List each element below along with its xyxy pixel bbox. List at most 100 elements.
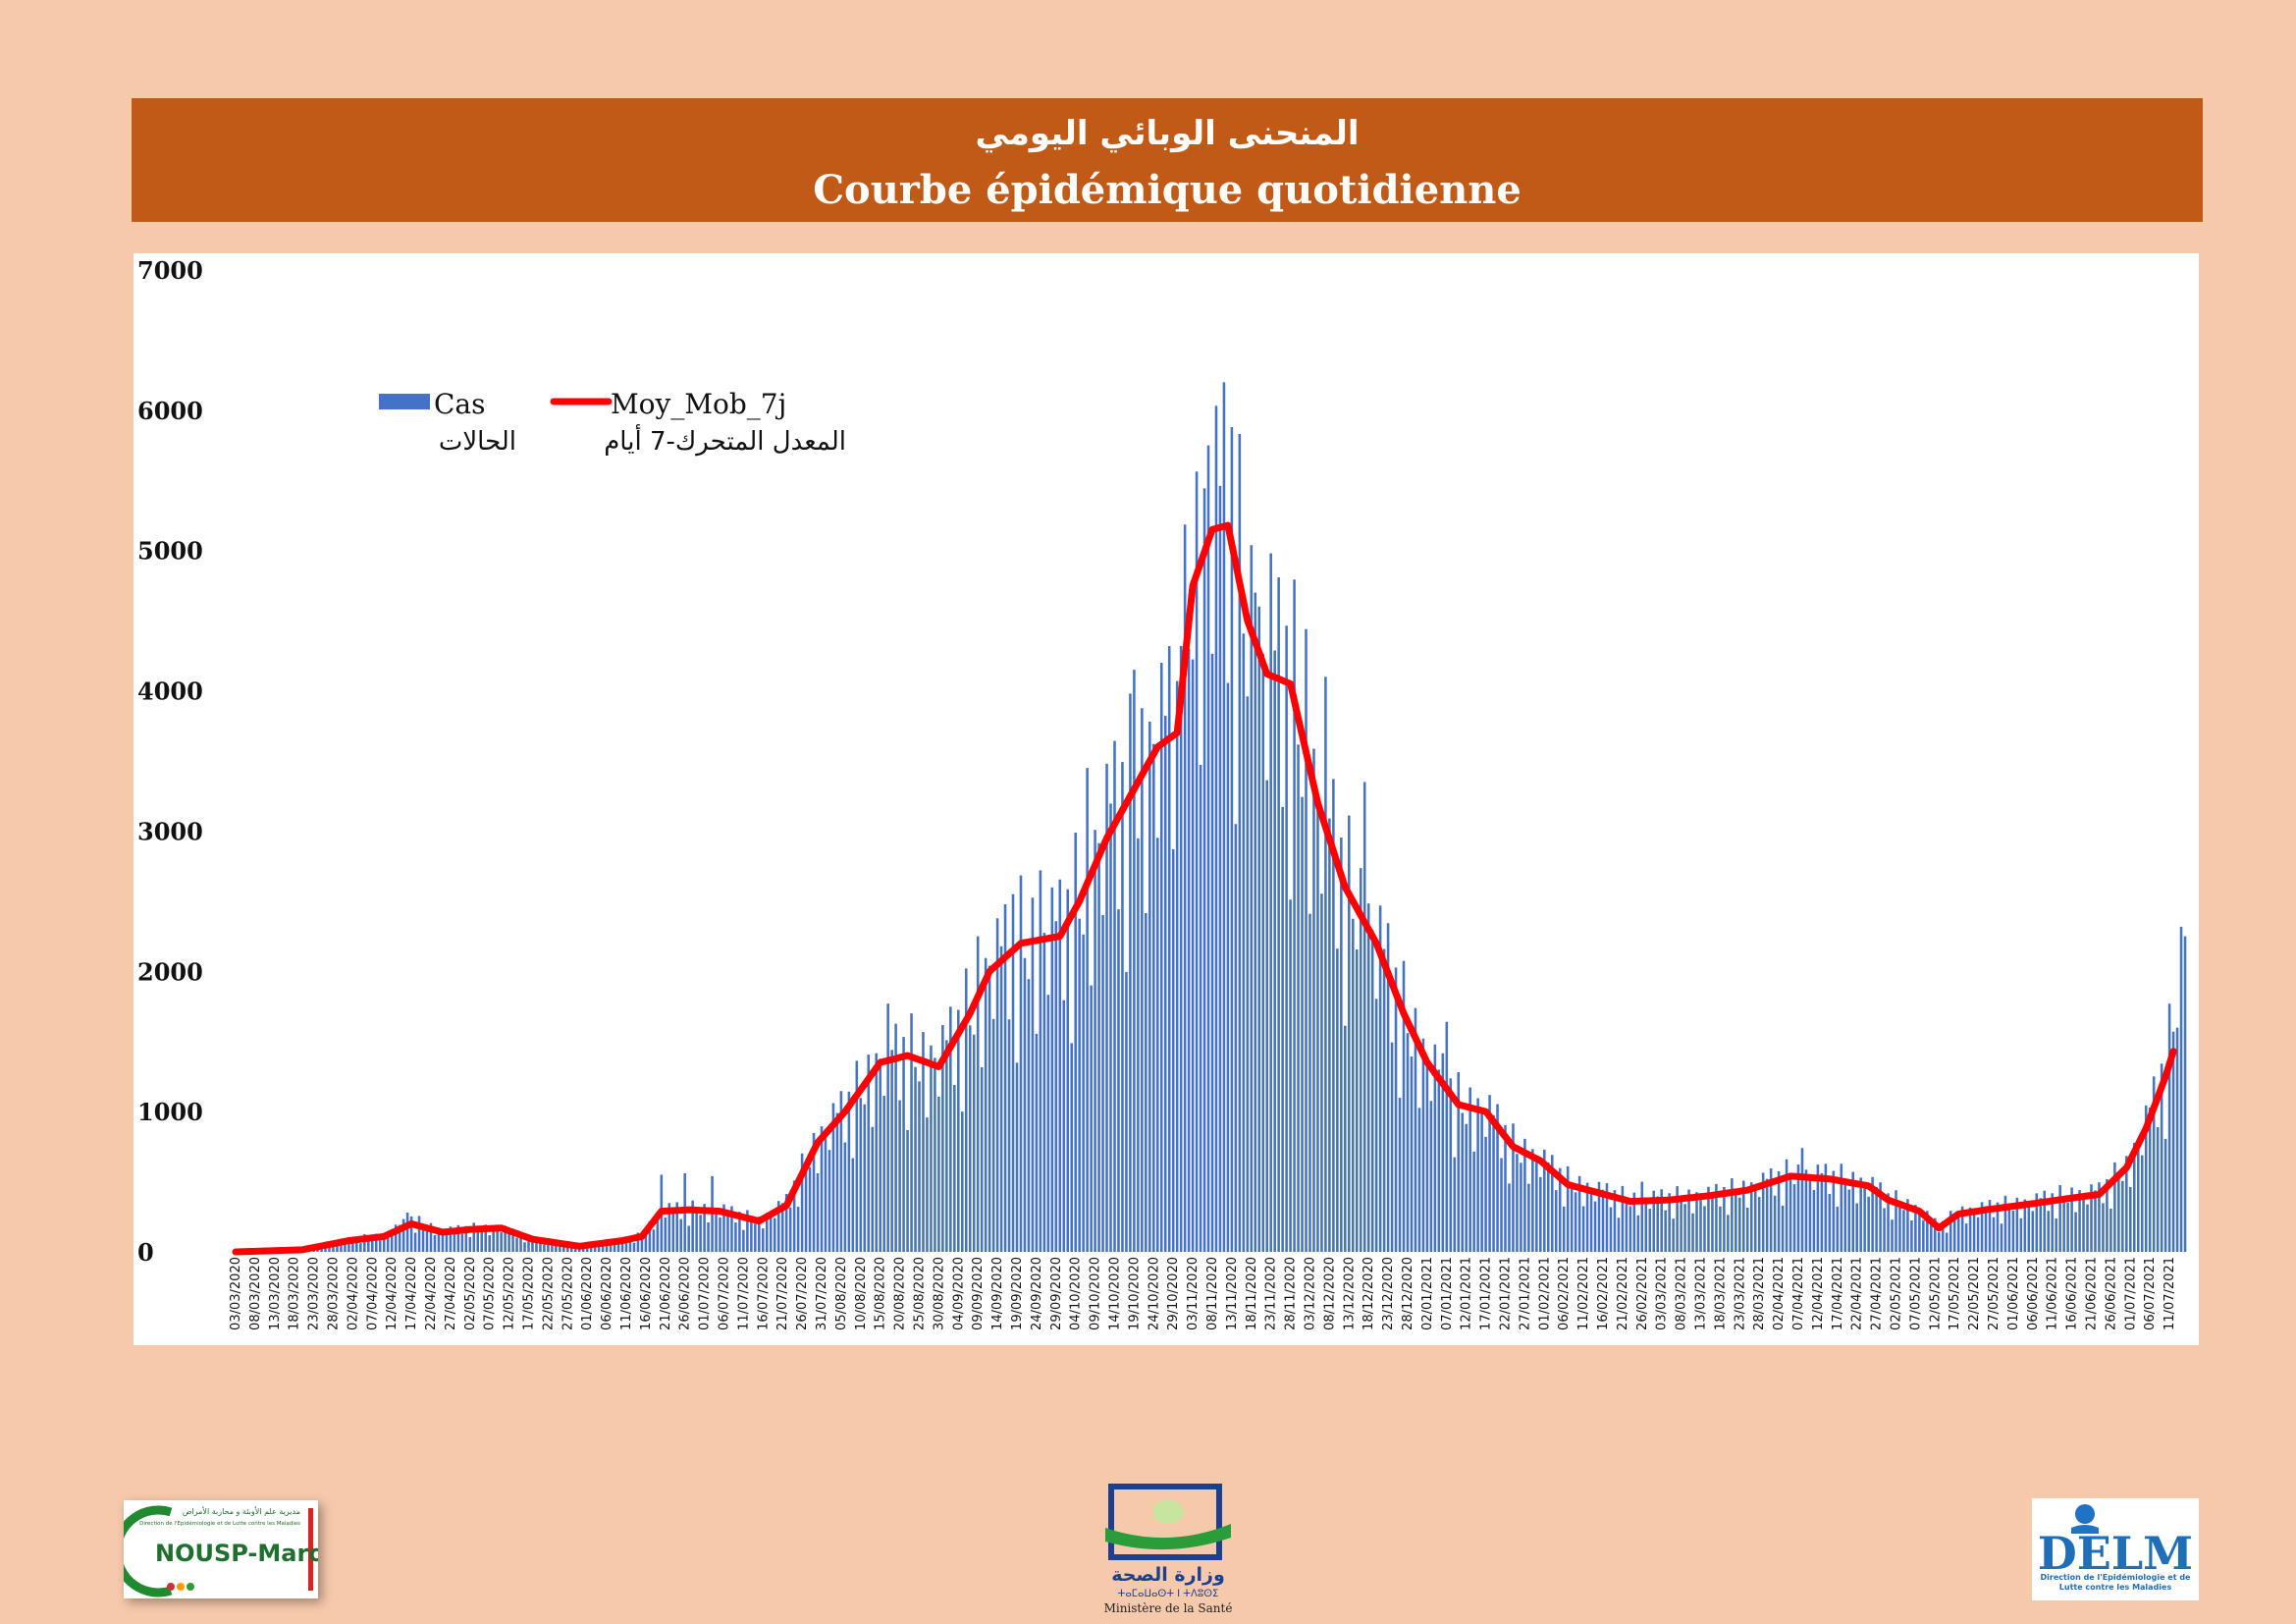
cases-bar bbox=[2062, 1199, 2065, 1252]
cases-bar bbox=[1421, 1038, 1425, 1252]
cases-bar bbox=[1668, 1193, 1671, 1252]
cases-bar bbox=[1152, 743, 1155, 1252]
cases-bar bbox=[999, 946, 1003, 1252]
cases-bar bbox=[1094, 830, 1096, 1252]
cases-bar bbox=[1952, 1217, 1956, 1252]
cases-bar bbox=[1980, 1202, 1984, 1252]
cases-bar bbox=[1867, 1196, 1870, 1252]
cases-bar bbox=[1699, 1195, 1702, 1252]
cases-bar bbox=[511, 1228, 514, 1252]
cases-bar bbox=[898, 1100, 901, 1252]
x-tick-label: 15/08/2020 bbox=[874, 1257, 888, 1330]
cases-bar bbox=[437, 1227, 441, 1252]
y-tick-label: 3000 bbox=[137, 817, 203, 845]
cases-bar bbox=[968, 1025, 972, 1252]
cases-bar bbox=[1996, 1202, 2000, 1252]
cases-bar bbox=[2070, 1187, 2073, 1252]
x-tick-label: 01/07/2021 bbox=[2123, 1257, 2138, 1330]
cases-bar bbox=[1362, 782, 1366, 1252]
cases-bar bbox=[1804, 1169, 1808, 1252]
cases-bar bbox=[644, 1232, 648, 1252]
cases-bar bbox=[1015, 1062, 1019, 1252]
cases-bar bbox=[555, 1244, 558, 1252]
cases-bar bbox=[1800, 1148, 1804, 1252]
legend: Cas الحالات Moy_Mob_7j المعدل المتحرك-7 … bbox=[379, 388, 846, 457]
x-tick-label: 07/04/2021 bbox=[1791, 1257, 1806, 1330]
cases-bar bbox=[1133, 670, 1136, 1252]
cases-bar bbox=[1410, 1056, 1414, 1252]
cases-bar bbox=[1484, 1136, 1487, 1252]
cases-bar bbox=[1941, 1220, 1945, 1252]
delm-logo-graphic: DELM Direction de l'Epidémiologie et de … bbox=[2038, 1504, 2193, 1592]
cases-bar bbox=[1597, 1181, 1601, 1252]
cases-bar bbox=[1629, 1206, 1632, 1252]
cases-bar bbox=[1316, 793, 1319, 1252]
cases-bar bbox=[1054, 921, 1058, 1252]
cases-bar bbox=[1183, 524, 1187, 1252]
cases-bar bbox=[1195, 471, 1199, 1252]
x-tick-label: 22/04/2021 bbox=[1850, 1257, 1865, 1330]
x-tick-label: 29/09/2020 bbox=[1049, 1257, 1064, 1330]
cases-bar bbox=[1336, 948, 1339, 1252]
cases-bar bbox=[1906, 1199, 1909, 1252]
nousp-logo-caption-ar: مديرية علم الأوبئة و محاربة الأمراض bbox=[183, 1506, 300, 1516]
cases-bar bbox=[1324, 677, 1327, 1252]
cases-bar bbox=[1934, 1218, 1937, 1252]
cases-bar bbox=[597, 1246, 601, 1252]
cases-bar bbox=[1558, 1167, 1562, 1252]
cases-bar bbox=[1891, 1219, 1894, 1252]
cases-bar bbox=[664, 1217, 667, 1252]
cases-bar bbox=[1109, 803, 1112, 1252]
cases-bar bbox=[1285, 625, 1288, 1252]
cases-bar bbox=[1386, 923, 1390, 1252]
cases-bar bbox=[480, 1230, 484, 1252]
x-tick-label: 28/03/2020 bbox=[327, 1257, 342, 1330]
cases-bar bbox=[648, 1220, 652, 1252]
cases-bar bbox=[1683, 1204, 1686, 1252]
cases-bar bbox=[2163, 1138, 2167, 1252]
cases-bar bbox=[1023, 957, 1027, 1252]
x-tick-label: 16/06/2021 bbox=[2065, 1257, 2080, 1330]
cases-bar bbox=[500, 1232, 503, 1252]
title-french: Courbe épidémique quotidienne bbox=[813, 167, 1522, 213]
cases-bar bbox=[2015, 1197, 2019, 1252]
ministry-logo-graphic: وزارة الصحة ⵜⴰⵎⴰⵡⴰⵙⵜ ⵏ ⵜⴷⵓⵙⵉ Ministère d… bbox=[1104, 1484, 1232, 1615]
cases-bar bbox=[1589, 1187, 1593, 1252]
cases-bar bbox=[507, 1229, 510, 1252]
cases-bar bbox=[773, 1218, 776, 1252]
x-tick-label: 27/01/2021 bbox=[1518, 1257, 1532, 1330]
cases-bar bbox=[1449, 1078, 1453, 1252]
cases-bar bbox=[1465, 1123, 1468, 1252]
cases-bars bbox=[234, 382, 2187, 1253]
cases-bar bbox=[1305, 628, 1308, 1252]
cases-bar bbox=[1523, 1138, 1526, 1252]
cases-bar bbox=[1199, 765, 1202, 1252]
cases-bar bbox=[547, 1240, 550, 1252]
cases-bar bbox=[816, 1173, 820, 1252]
cases-bar bbox=[2094, 1190, 2097, 1253]
cases-bar bbox=[1171, 848, 1175, 1252]
x-tick-label: 06/06/2020 bbox=[600, 1257, 614, 1330]
cases-bar bbox=[1796, 1164, 1800, 1252]
y-tick-label: 1000 bbox=[137, 1098, 203, 1126]
cases-bar bbox=[1441, 1053, 1445, 1252]
x-tick-label: 01/07/2020 bbox=[698, 1257, 713, 1330]
cases-bar bbox=[1359, 868, 1362, 1252]
cases-bar bbox=[1035, 1034, 1039, 1252]
x-tick-label: 21/06/2021 bbox=[2085, 1257, 2100, 1330]
cases-bar bbox=[1976, 1217, 1980, 1252]
cases-bar bbox=[1652, 1190, 1656, 1252]
cases-bar bbox=[1301, 796, 1304, 1252]
cases-bar bbox=[472, 1222, 476, 1252]
x-tick-label: 02/05/2020 bbox=[463, 1257, 478, 1330]
cases-bar bbox=[918, 1081, 921, 1252]
x-tick-label: 19/10/2020 bbox=[1127, 1257, 1142, 1330]
cases-bar bbox=[1246, 696, 1250, 1252]
cases-bar bbox=[1828, 1193, 1832, 1252]
cases-bar bbox=[1613, 1190, 1617, 1252]
cases-bar bbox=[1851, 1171, 1854, 1252]
x-tick-label: 16/02/2021 bbox=[1596, 1257, 1611, 1330]
cases-bar bbox=[1745, 1208, 1749, 1252]
x-tick-label: 18/03/2021 bbox=[1713, 1257, 1728, 1330]
x-tick-label: 28/03/2021 bbox=[1752, 1257, 1767, 1330]
